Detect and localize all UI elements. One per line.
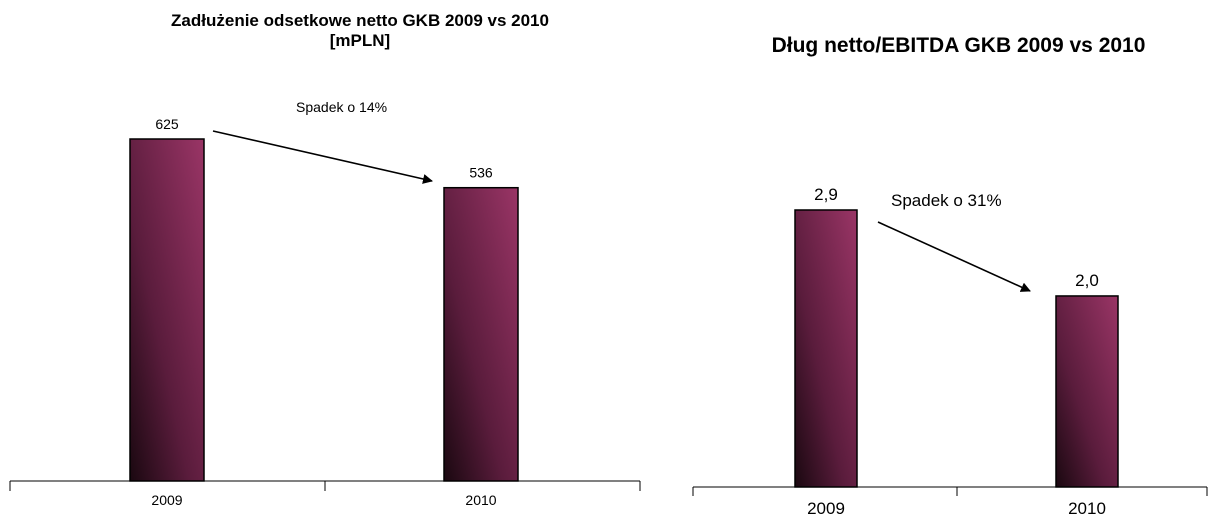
chart-title-left: Zadłużenie odsetkowe netto GKB 2009 vs 2…: [80, 11, 640, 51]
category-label-2009: 2009: [807, 499, 845, 516]
bar-2010: [1055, 295, 1119, 488]
category-label-2010: 2010: [465, 492, 496, 508]
category-label-2010: 2010: [1068, 499, 1106, 516]
decrease-annotation: Spadek o 14%: [296, 99, 387, 115]
bar-2009: [129, 138, 205, 482]
chart-title-left-line1: Zadłużenie odsetkowe netto GKB 2009 vs 2…: [171, 11, 549, 30]
chart-left: 625 2009 536 2010 Spadek o 14%: [9, 99, 641, 508]
bar-2010: [443, 186, 519, 482]
decrease-arrow: [212, 130, 433, 184]
decrease-arrow: [877, 221, 1031, 292]
chart-right: 2,9 2009 2,0 2010 Spadek o 31%: [692, 185, 1208, 516]
chart-title-right: Dług netto/EBITDA GKB 2009 vs 2010: [771, 34, 1146, 57]
value-label-2009: 2,9: [814, 185, 838, 204]
chart-title-left-line2: [mPLN]: [329, 31, 391, 50]
value-label-2010: 536: [469, 165, 493, 181]
decrease-annotation: Spadek o 31%: [891, 191, 1002, 210]
category-label-2009: 2009: [151, 492, 182, 508]
bar-2009: [794, 209, 858, 488]
value-label-2009: 625: [155, 116, 179, 132]
value-label-2010: 2,0: [1075, 271, 1099, 290]
